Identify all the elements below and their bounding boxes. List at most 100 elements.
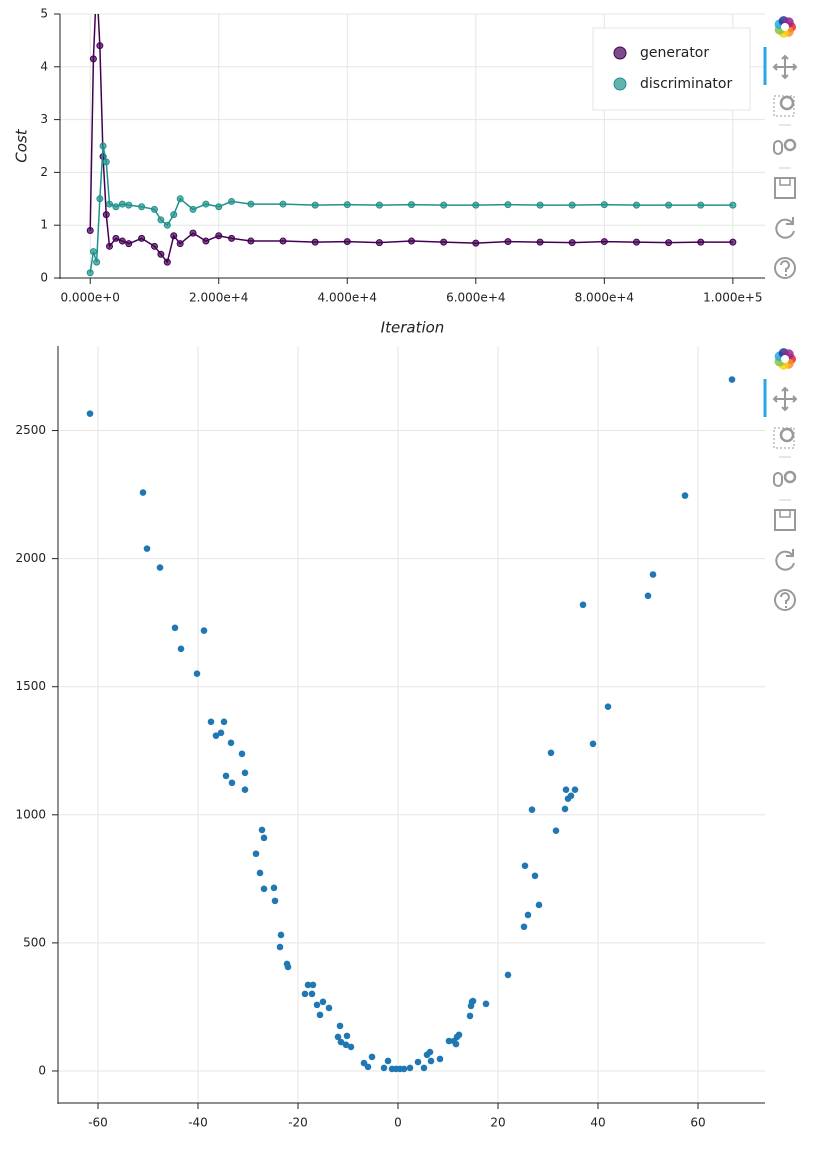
help-glyph[interactable] [780, 592, 790, 608]
data-point [89, 248, 97, 256]
reset-tool[interactable] [775, 217, 795, 239]
wheel-zoom-tool[interactable] [773, 140, 783, 155]
data-point [408, 201, 416, 209]
help-tool[interactable] [774, 589, 796, 611]
data-point [343, 1032, 351, 1040]
series-line [89, 145, 733, 273]
data-point [729, 201, 737, 209]
data-point [521, 862, 529, 870]
data-point [600, 238, 608, 246]
data-point [171, 624, 179, 632]
data-point [86, 410, 94, 417]
data-point [105, 200, 113, 208]
data-point [102, 158, 110, 166]
data-point [93, 258, 101, 266]
save-slot[interactable] [779, 509, 791, 518]
data-point [368, 1053, 376, 1061]
wheel-zoom-lens[interactable] [783, 138, 797, 152]
data-point [504, 201, 512, 209]
data-point [277, 931, 285, 939]
reset-tool[interactable] [775, 549, 795, 571]
data-point [571, 786, 579, 793]
wheel-zoom-lens[interactable] [783, 470, 797, 484]
data-point [258, 826, 266, 834]
help-glyph[interactable] [780, 260, 790, 276]
x-tick-label: 0.000e+0 [60, 291, 119, 305]
data-point [150, 242, 158, 250]
data-point [600, 201, 608, 209]
legend-marker [613, 77, 627, 91]
save-slot[interactable] [779, 177, 791, 186]
data-point [252, 850, 260, 858]
data-point [241, 786, 249, 793]
data-point [227, 739, 235, 747]
x-tick-label: -40 [188, 1116, 208, 1130]
data-point [325, 1004, 333, 1012]
data-point [343, 238, 351, 246]
y-tick-label: 0 [38, 1063, 46, 1077]
data-point [347, 1043, 355, 1051]
bokeh-logo[interactable] [774, 16, 796, 38]
data-point [309, 981, 317, 989]
wheel-zoom-tool[interactable] [773, 472, 783, 487]
pan-tool[interactable] [772, 386, 798, 412]
chart: 0 500 1000 1500 2000 2500 -60 -40 -20 0 20 40 60 [15, 346, 765, 1130]
y-tick-label: 1 [40, 218, 48, 232]
data-point [504, 971, 512, 979]
chart: 0 1 2 3 4 5 0.000e+0 2.000e+4 4.000e+4 6.000e+4 8.… [13, 7, 765, 337]
data-point [176, 195, 184, 203]
data-point [337, 1038, 345, 1046]
data-point [311, 201, 319, 209]
y-tick-label: 1500 [15, 679, 46, 693]
data-point [138, 234, 146, 242]
logo-center[interactable] [781, 355, 789, 363]
data-point [380, 1064, 388, 1072]
box-zoom-tool[interactable] [773, 95, 795, 117]
save-tool[interactable] [774, 509, 796, 531]
data-point [157, 250, 165, 258]
legend: generator discriminator [592, 27, 751, 111]
data-point [445, 1037, 453, 1045]
data-point [86, 226, 94, 234]
data-point [247, 237, 255, 245]
data-point [520, 923, 528, 931]
help-tool[interactable] [774, 257, 796, 279]
data-point [96, 195, 104, 203]
save-tool[interactable] [774, 177, 796, 199]
data-point [270, 884, 278, 892]
pan-tool[interactable] [772, 54, 798, 80]
y-axis-title: Cost [13, 128, 31, 162]
data-layer [86, 376, 736, 1073]
data-point [420, 1064, 428, 1072]
legend-label: generator [640, 45, 709, 61]
legend-marker [613, 46, 627, 60]
data-point [406, 1064, 414, 1072]
x-tick-label: 1.000e+5 [703, 291, 762, 305]
data-point [334, 1033, 342, 1041]
data-point [440, 201, 448, 209]
x-tick-label: 0 [394, 1116, 402, 1130]
data-point [697, 201, 705, 209]
data-point [568, 201, 576, 209]
data-point [301, 990, 309, 998]
data-point [408, 237, 416, 245]
data-point [112, 234, 120, 242]
box-zoom-lens[interactable] [779, 427, 795, 443]
data-point [228, 779, 236, 787]
bokeh-logo[interactable] [774, 348, 796, 370]
data-point [163, 221, 171, 229]
x-tick-label: 6.000e+4 [446, 291, 505, 305]
data-point [697, 238, 705, 246]
logo-center[interactable] [781, 23, 789, 31]
data-point [375, 201, 383, 209]
data-point [256, 869, 264, 877]
data-point [215, 203, 223, 211]
data-point [482, 1000, 490, 1008]
data-point [472, 239, 480, 247]
box-zoom-lens[interactable] [779, 95, 795, 111]
data-point [238, 750, 246, 758]
box-zoom-tool[interactable] [773, 427, 795, 449]
data-point [139, 489, 147, 496]
data-point [189, 229, 197, 237]
